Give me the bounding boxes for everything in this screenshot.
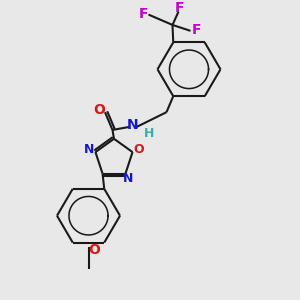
- Text: O: O: [88, 243, 100, 257]
- Text: N: N: [123, 172, 133, 185]
- Text: F: F: [175, 1, 184, 15]
- Text: F: F: [192, 23, 201, 37]
- Text: O: O: [94, 103, 106, 117]
- Text: O: O: [134, 143, 145, 156]
- Text: N: N: [84, 143, 94, 156]
- Text: F: F: [138, 7, 148, 21]
- Text: N: N: [127, 118, 138, 133]
- Text: H: H: [144, 127, 154, 140]
